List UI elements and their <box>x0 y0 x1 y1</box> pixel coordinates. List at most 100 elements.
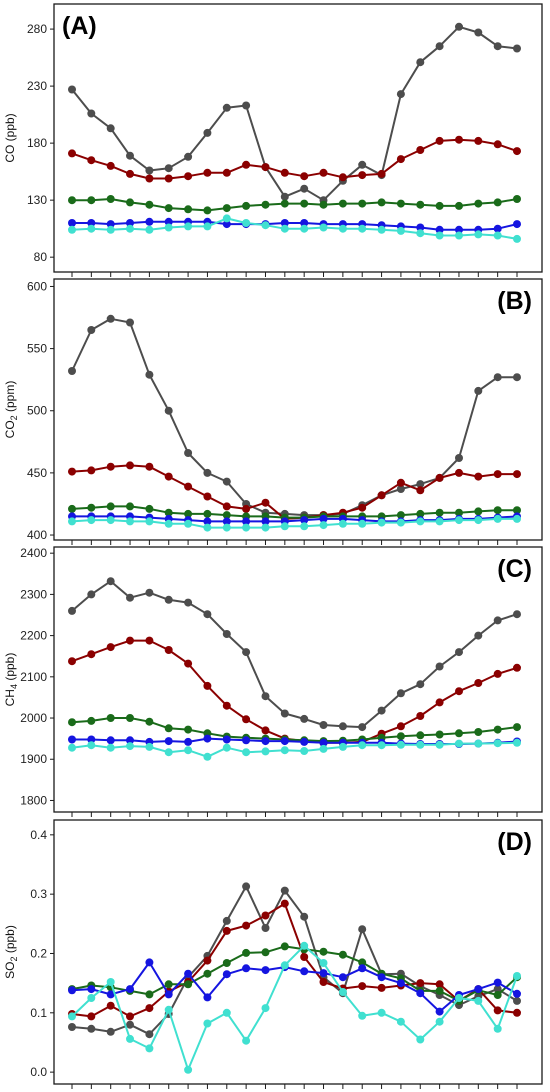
data-point <box>106 462 115 471</box>
data-point <box>203 206 212 215</box>
data-point <box>455 225 463 234</box>
data-point <box>242 882 251 891</box>
y-axis-label: CH4 (ppb) <box>3 653 19 707</box>
data-point <box>513 972 521 980</box>
data-point <box>300 516 309 525</box>
data-point <box>106 743 115 752</box>
data-point <box>68 517 76 526</box>
data-point <box>87 503 96 512</box>
data-point <box>396 478 405 487</box>
data-point <box>338 519 347 528</box>
data-point <box>145 588 154 597</box>
data-point <box>300 172 309 181</box>
data-point <box>416 712 425 720</box>
data-point <box>222 926 231 935</box>
data-point <box>261 498 270 507</box>
data-point <box>416 1035 425 1044</box>
data-point <box>435 1017 444 1026</box>
data-point <box>300 199 309 208</box>
data-point <box>377 706 386 715</box>
series-4 <box>68 217 521 234</box>
data-point <box>106 225 115 234</box>
data-point <box>377 491 386 500</box>
data-point <box>493 991 502 999</box>
panel-b-frame <box>53 278 543 541</box>
y-tick-label: 450 <box>27 466 47 480</box>
data-point <box>416 989 425 998</box>
data-point <box>87 326 96 334</box>
data-point <box>261 966 270 975</box>
y-axis-label: SO2 (ppb) <box>3 925 19 979</box>
data-point <box>261 1004 270 1013</box>
data-point <box>87 156 96 165</box>
y-tick-label: 2100 <box>20 670 47 684</box>
data-point <box>126 636 134 645</box>
data-point <box>242 921 251 930</box>
data-point <box>416 979 425 988</box>
data-point <box>87 590 96 599</box>
data-point <box>280 192 289 201</box>
data-point <box>126 318 134 327</box>
data-point <box>396 511 405 520</box>
y-tick-label: 180 <box>27 136 47 150</box>
data-point <box>164 472 173 481</box>
series-line <box>71 138 518 180</box>
data-point <box>435 225 444 234</box>
panel-label: (A) <box>62 12 97 40</box>
data-point <box>435 740 444 749</box>
data-point <box>493 1006 502 1015</box>
data-point <box>126 1020 134 1029</box>
data-point <box>455 648 463 657</box>
data-point <box>184 1065 193 1074</box>
data-point <box>203 128 212 137</box>
data-point <box>87 735 96 744</box>
y-tick-label: 600 <box>27 279 47 293</box>
data-point <box>300 912 309 921</box>
y-tick-label: 0.0 <box>30 1065 47 1079</box>
data-point <box>242 948 251 957</box>
data-point <box>261 221 270 230</box>
data-point <box>68 718 76 727</box>
data-point <box>222 743 231 752</box>
data-point <box>358 723 367 732</box>
data-point <box>242 219 251 227</box>
data-point <box>455 22 463 31</box>
data-point <box>435 201 444 210</box>
data-point <box>222 630 231 638</box>
data-point <box>435 473 444 482</box>
data-point <box>319 744 328 753</box>
data-point <box>493 231 502 240</box>
data-point <box>126 219 134 227</box>
data-point <box>145 717 154 726</box>
data-point <box>126 593 134 602</box>
data-point <box>261 163 270 172</box>
data-point <box>261 747 270 756</box>
data-point <box>126 224 134 233</box>
series-5 <box>68 214 521 243</box>
data-point <box>261 737 270 746</box>
data-point <box>145 504 154 513</box>
series-line <box>71 741 518 758</box>
data-point <box>68 467 76 476</box>
data-point <box>68 149 76 158</box>
data-point <box>164 217 173 226</box>
data-point <box>242 964 251 973</box>
data-point <box>203 168 212 177</box>
data-point <box>87 994 96 1002</box>
data-point <box>68 743 76 752</box>
data-point <box>416 200 425 209</box>
data-point <box>358 199 367 208</box>
data-point <box>435 231 444 240</box>
data-point <box>87 196 96 205</box>
y-tick-label: 1800 <box>20 793 47 807</box>
data-point <box>300 941 309 950</box>
data-point <box>164 223 173 232</box>
data-point <box>513 506 521 515</box>
data-point <box>338 950 347 959</box>
y-tick-label: 0.2 <box>30 946 47 960</box>
data-point <box>358 171 367 180</box>
data-point <box>396 226 405 235</box>
data-point <box>319 959 328 967</box>
series-5 <box>68 738 521 761</box>
data-point <box>474 472 483 481</box>
